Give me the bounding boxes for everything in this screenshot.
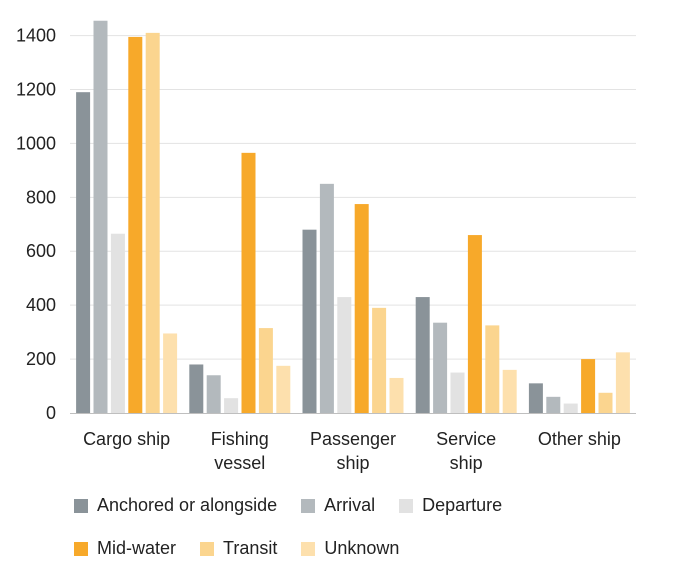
y-tick-label: 200 (26, 349, 56, 369)
bar (258, 328, 273, 413)
legend-swatch (74, 541, 88, 556)
bar (110, 233, 125, 413)
y-tick-label: 1200 (16, 79, 56, 99)
bar (372, 307, 387, 413)
legend-label: Anchored or alongside (97, 495, 278, 515)
legend-row: Mid-water Transit Unknown (74, 538, 423, 559)
y-tick-label: 800 (26, 187, 56, 207)
x-tick-label: Passenger (310, 429, 396, 449)
bar (163, 333, 178, 413)
bar (206, 375, 221, 413)
bar (145, 32, 160, 414)
legend-row: Anchored or alongside Arrival Departure (74, 495, 526, 516)
bar (563, 403, 578, 413)
bar (189, 364, 204, 413)
legend-swatch (200, 541, 215, 556)
legend-label: Unknown (324, 538, 400, 558)
x-tick-label: vessel (214, 453, 265, 473)
x-tick-label: Service (436, 429, 496, 449)
legend-swatch (399, 498, 414, 513)
x-tick-label: ship (450, 453, 483, 473)
bar (450, 372, 465, 413)
legend-item: Transit (200, 538, 277, 559)
legend-swatch (301, 541, 316, 556)
bar (354, 204, 369, 413)
y-tick-label: 1000 (16, 133, 56, 153)
bar (128, 36, 143, 414)
bar (581, 359, 596, 413)
y-tick-label: 400 (26, 295, 56, 315)
x-tick-label: Fishing (211, 429, 269, 449)
bar (467, 235, 482, 413)
legend-item: Anchored or alongside (74, 495, 277, 516)
bar (337, 297, 352, 413)
legend-swatch (301, 498, 316, 513)
legend-item: Arrival (301, 495, 375, 516)
legend-label: Mid-water (97, 538, 177, 558)
legend-item: Unknown (301, 538, 399, 559)
bar (502, 369, 517, 413)
bar (615, 352, 630, 413)
legend-label: Departure (422, 495, 503, 515)
x-tick-label: Other ship (538, 429, 621, 449)
bar (276, 365, 291, 413)
bar (415, 297, 430, 413)
bar (224, 398, 239, 413)
bar (76, 92, 91, 413)
x-tick-label: Cargo ship (83, 429, 170, 449)
y-tick-label: 1400 (16, 26, 56, 46)
legend-label: Transit (223, 538, 278, 558)
bar (528, 383, 543, 413)
legend-item: Mid-water (74, 538, 176, 559)
bar (546, 396, 561, 413)
bar (485, 325, 500, 413)
bar (319, 183, 334, 413)
x-tick-label: ship (336, 453, 369, 473)
bar (93, 20, 108, 413)
bar (598, 392, 613, 413)
y-tick-label: 0 (46, 403, 56, 423)
y-tick-label: 600 (26, 241, 56, 261)
bar (433, 322, 448, 413)
legend-swatch (74, 498, 88, 513)
bar (302, 229, 317, 413)
bar (389, 377, 404, 413)
legend-label: Arrival (324, 495, 376, 515)
legend-item: Departure (399, 495, 502, 516)
bar (241, 152, 256, 413)
